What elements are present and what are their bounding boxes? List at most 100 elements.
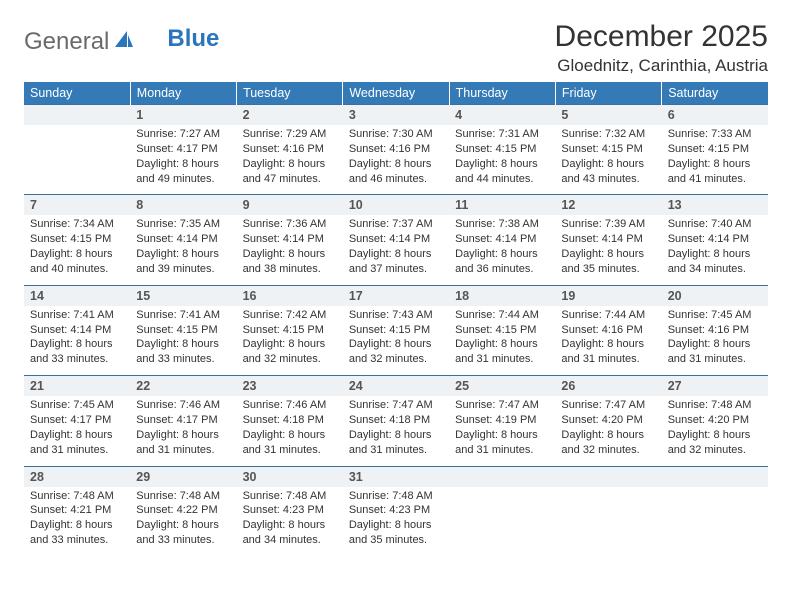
day-data-cell: Sunrise: 7:46 AMSunset: 4:18 PMDaylight:…	[237, 396, 343, 466]
sunrise-line: Sunrise: 7:35 AM	[136, 217, 230, 232]
sunset-line: Sunset: 4:15 PM	[668, 142, 762, 157]
sunrise-line: Sunrise: 7:33 AM	[668, 127, 762, 142]
daylight-line: Daylight: 8 hours and 49 minutes.	[136, 157, 230, 187]
daylight-line: Daylight: 8 hours and 31 minutes.	[455, 428, 549, 458]
sunrise-line: Sunrise: 7:29 AM	[243, 127, 337, 142]
sunset-line: Sunset: 4:20 PM	[668, 413, 762, 428]
sunrise-line: Sunrise: 7:47 AM	[561, 398, 655, 413]
sunset-line: Sunset: 4:20 PM	[561, 413, 655, 428]
sunrise-line: Sunrise: 7:47 AM	[349, 398, 443, 413]
day-number-cell: 13	[662, 195, 768, 216]
daylight-line: Daylight: 8 hours and 38 minutes.	[243, 247, 337, 277]
daylight-line: Daylight: 8 hours and 32 minutes.	[243, 337, 337, 367]
day-number-row: 14151617181920	[24, 285, 768, 306]
day-number-cell	[662, 466, 768, 487]
day-data-cell: Sunrise: 7:48 AMSunset: 4:21 PMDaylight:…	[24, 487, 130, 556]
sunrise-line: Sunrise: 7:40 AM	[668, 217, 762, 232]
sunrise-line: Sunrise: 7:41 AM	[30, 308, 124, 323]
day-number-cell: 24	[343, 376, 449, 397]
day-number-cell: 30	[237, 466, 343, 487]
sunrise-line: Sunrise: 7:38 AM	[455, 217, 549, 232]
day-number-cell: 11	[449, 195, 555, 216]
sunrise-line: Sunrise: 7:39 AM	[561, 217, 655, 232]
day-number-cell: 21	[24, 376, 130, 397]
sunrise-line: Sunrise: 7:30 AM	[349, 127, 443, 142]
sunrise-line: Sunrise: 7:42 AM	[243, 308, 337, 323]
sunset-line: Sunset: 4:16 PM	[349, 142, 443, 157]
day-number-cell: 1	[130, 105, 236, 126]
day-data-cell: Sunrise: 7:32 AMSunset: 4:15 PMDaylight:…	[555, 125, 661, 195]
sunrise-line: Sunrise: 7:48 AM	[136, 489, 230, 504]
day-data-cell: Sunrise: 7:42 AMSunset: 4:15 PMDaylight:…	[237, 306, 343, 376]
sunset-line: Sunset: 4:14 PM	[561, 232, 655, 247]
logo-text-general: General	[24, 28, 109, 56]
header-row: General Blue December 2025 Gloednitz, Ca…	[24, 20, 768, 76]
sunset-line: Sunset: 4:18 PM	[349, 413, 443, 428]
day-number-row: 123456	[24, 105, 768, 126]
day-number-cell: 22	[130, 376, 236, 397]
day-data-cell: Sunrise: 7:38 AMSunset: 4:14 PMDaylight:…	[449, 215, 555, 285]
sunset-line: Sunset: 4:17 PM	[136, 142, 230, 157]
sunrise-line: Sunrise: 7:48 AM	[30, 489, 124, 504]
day-data-cell: Sunrise: 7:47 AMSunset: 4:18 PMDaylight:…	[343, 396, 449, 466]
daylight-line: Daylight: 8 hours and 33 minutes.	[30, 337, 124, 367]
day-number-cell: 23	[237, 376, 343, 397]
sunset-line: Sunset: 4:14 PM	[243, 232, 337, 247]
sunrise-line: Sunrise: 7:48 AM	[349, 489, 443, 504]
sunrise-line: Sunrise: 7:45 AM	[30, 398, 124, 413]
daylight-line: Daylight: 8 hours and 31 minutes.	[349, 428, 443, 458]
day-data-cell: Sunrise: 7:37 AMSunset: 4:14 PMDaylight:…	[343, 215, 449, 285]
sunset-line: Sunset: 4:14 PM	[30, 323, 124, 338]
day-number-cell: 31	[343, 466, 449, 487]
daylight-line: Daylight: 8 hours and 34 minutes.	[243, 518, 337, 548]
sunset-line: Sunset: 4:15 PM	[455, 142, 549, 157]
day-data-cell: Sunrise: 7:44 AMSunset: 4:16 PMDaylight:…	[555, 306, 661, 376]
day-number-cell	[555, 466, 661, 487]
day-data-cell: Sunrise: 7:46 AMSunset: 4:17 PMDaylight:…	[130, 396, 236, 466]
daylight-line: Daylight: 8 hours and 43 minutes.	[561, 157, 655, 187]
day-data-cell: Sunrise: 7:45 AMSunset: 4:17 PMDaylight:…	[24, 396, 130, 466]
daylight-line: Daylight: 8 hours and 31 minutes.	[30, 428, 124, 458]
day-number-cell: 12	[555, 195, 661, 216]
daylight-line: Daylight: 8 hours and 44 minutes.	[455, 157, 549, 187]
sunrise-line: Sunrise: 7:41 AM	[136, 308, 230, 323]
day-number-row: 28293031	[24, 466, 768, 487]
day-data-cell: Sunrise: 7:47 AMSunset: 4:20 PMDaylight:…	[555, 396, 661, 466]
day-number-row: 21222324252627	[24, 376, 768, 397]
sunset-line: Sunset: 4:15 PM	[243, 323, 337, 338]
day-data-cell: Sunrise: 7:34 AMSunset: 4:15 PMDaylight:…	[24, 215, 130, 285]
day-number-cell: 17	[343, 285, 449, 306]
weekday-header: Wednesday	[343, 82, 449, 105]
day-data-cell: Sunrise: 7:43 AMSunset: 4:15 PMDaylight:…	[343, 306, 449, 376]
sunset-line: Sunset: 4:14 PM	[136, 232, 230, 247]
sunset-line: Sunset: 4:23 PM	[349, 503, 443, 518]
sunset-line: Sunset: 4:15 PM	[136, 323, 230, 338]
day-number-cell: 28	[24, 466, 130, 487]
sunset-line: Sunset: 4:18 PM	[243, 413, 337, 428]
day-data-row: Sunrise: 7:48 AMSunset: 4:21 PMDaylight:…	[24, 487, 768, 556]
day-data-cell: Sunrise: 7:40 AMSunset: 4:14 PMDaylight:…	[662, 215, 768, 285]
sail-icon	[113, 28, 135, 56]
day-number-cell: 19	[555, 285, 661, 306]
day-data-cell: Sunrise: 7:39 AMSunset: 4:14 PMDaylight:…	[555, 215, 661, 285]
day-data-cell: Sunrise: 7:44 AMSunset: 4:15 PMDaylight:…	[449, 306, 555, 376]
day-number-cell: 16	[237, 285, 343, 306]
daylight-line: Daylight: 8 hours and 33 minutes.	[136, 337, 230, 367]
sunrise-line: Sunrise: 7:46 AM	[136, 398, 230, 413]
daylight-line: Daylight: 8 hours and 41 minutes.	[668, 157, 762, 187]
day-data-cell	[24, 125, 130, 195]
day-number-cell: 10	[343, 195, 449, 216]
day-data-cell: Sunrise: 7:41 AMSunset: 4:14 PMDaylight:…	[24, 306, 130, 376]
day-number-cell: 6	[662, 105, 768, 126]
sunrise-line: Sunrise: 7:37 AM	[349, 217, 443, 232]
day-data-cell: Sunrise: 7:41 AMSunset: 4:15 PMDaylight:…	[130, 306, 236, 376]
sunrise-line: Sunrise: 7:47 AM	[455, 398, 549, 413]
sunset-line: Sunset: 4:15 PM	[561, 142, 655, 157]
sunset-line: Sunset: 4:17 PM	[30, 413, 124, 428]
day-number-cell: 4	[449, 105, 555, 126]
weekday-header: Thursday	[449, 82, 555, 105]
logo-text-blue: Blue	[167, 25, 219, 53]
weekday-header: Sunday	[24, 82, 130, 105]
location-text: Gloednitz, Carinthia, Austria	[555, 56, 768, 76]
daylight-line: Daylight: 8 hours and 39 minutes.	[136, 247, 230, 277]
